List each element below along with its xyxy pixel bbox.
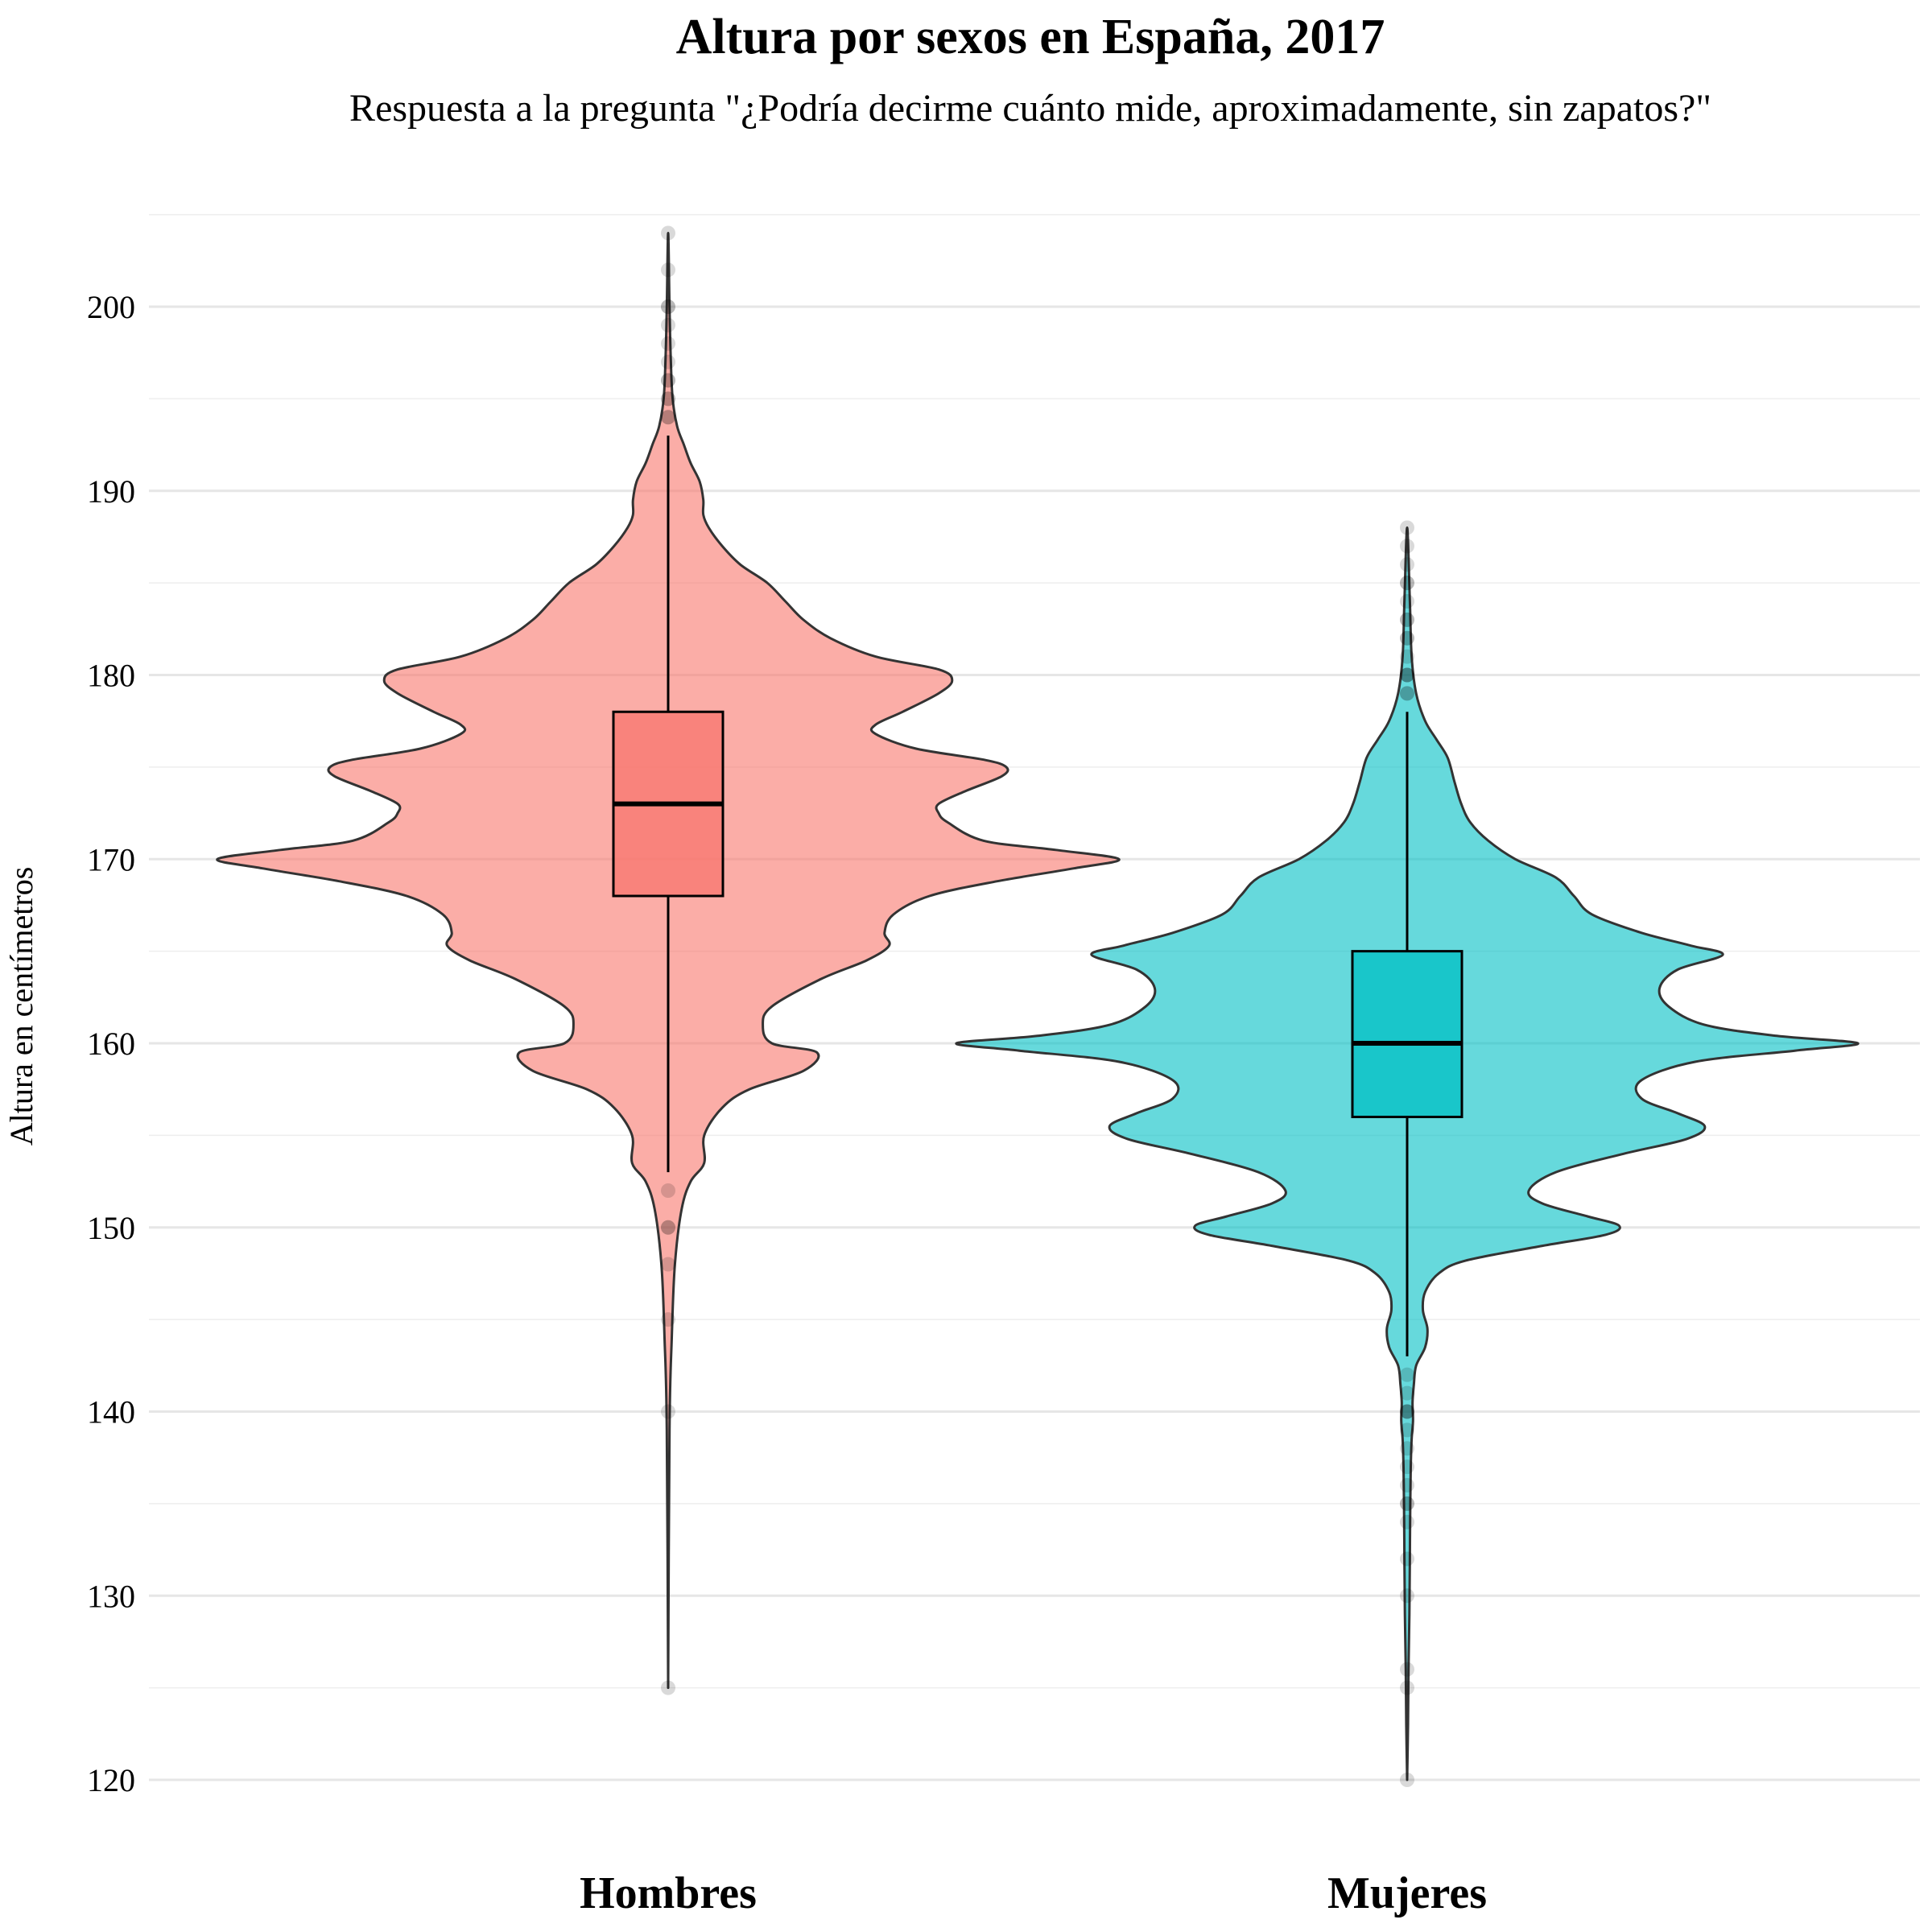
outlier-point-hombres (661, 262, 675, 278)
outlier-point-hombres (661, 1257, 675, 1272)
outlier-point-hombres (661, 299, 675, 314)
outlier-point-mujeres (1400, 649, 1414, 664)
outlier-point-hombres (661, 317, 675, 332)
series-mujeres (955, 520, 1860, 1787)
outlier-point-mujeres (1400, 1441, 1414, 1456)
outlier-point-mujeres (1400, 1551, 1414, 1567)
outlier-point-hombres (661, 336, 675, 351)
y-axis: 120 130 140 150 160 170 180 190 200 (87, 289, 135, 1798)
outlier-point-mujeres (1400, 520, 1414, 535)
outlier-point-mujeres (1400, 1404, 1414, 1419)
outlier-point-mujeres (1400, 1514, 1414, 1530)
outlier-point-hombres (661, 410, 675, 425)
box-mujeres (1351, 950, 1463, 1118)
outlier-point-hombres (661, 1220, 675, 1235)
outlier-point-mujeres (1400, 1385, 1414, 1401)
outlier-point-hombres (661, 354, 675, 369)
outlier-point-mujeres (1400, 594, 1414, 609)
outlier-point-mujeres (1400, 667, 1414, 683)
outlier-point-mujeres (1400, 1588, 1414, 1604)
chart-title: Altura por sexos en España, 2017 (676, 10, 1385, 64)
outlier-point-hombres (661, 1680, 675, 1695)
outlier-point-hombres (661, 225, 675, 241)
outlier-point-mujeres (1400, 576, 1414, 591)
y-tick-label-200: 200 (87, 289, 135, 325)
outlier-point-mujeres (1400, 1680, 1414, 1695)
outlier-point-mujeres (1400, 686, 1414, 701)
outlier-point-mujeres (1400, 1496, 1414, 1511)
outlier-point-mujeres (1400, 557, 1414, 572)
y-tick-label-170: 170 (87, 841, 135, 877)
outlier-point-mujeres (1400, 1496, 1414, 1511)
outlier-point-mujeres (1400, 576, 1414, 591)
outlier-point-mujeres (1400, 1773, 1414, 1787)
outlier-point-mujeres (1400, 612, 1414, 627)
outlier-point-hombres (661, 1404, 675, 1419)
outlier-point-hombres (661, 1220, 675, 1235)
outlier-point-mujeres (1400, 1367, 1414, 1382)
outlier-point-mujeres (1400, 667, 1414, 683)
outlier-point-hombres (661, 391, 675, 407)
x-tick-label-mujeres: Mujeres (1327, 1868, 1487, 1918)
outlier-point-hombres (661, 1312, 675, 1327)
outlier-point-hombres (661, 373, 675, 388)
outlier-point-hombres (661, 1183, 675, 1198)
y-tick-label-130: 130 (87, 1578, 135, 1614)
chart-subtitle: Respuesta a la pregunta "¿Podría decirme… (349, 87, 1711, 130)
series-hombres (216, 225, 1121, 1695)
outlier-point-hombres (661, 299, 675, 314)
y-tick-label-190: 190 (87, 473, 135, 510)
x-axis: Hombres Mujeres (580, 1868, 1487, 1918)
outlier-point-hombres (661, 391, 675, 407)
y-tick-label-140: 140 (87, 1394, 135, 1430)
y-tick-label-160: 160 (87, 1026, 135, 1062)
outlier-point-mujeres (1400, 1662, 1414, 1677)
outlier-point-mujeres (1400, 630, 1414, 646)
outlier-point-hombres (661, 410, 675, 425)
outlier-point-mujeres (1400, 1459, 1414, 1475)
outlier-point-mujeres (1400, 612, 1414, 627)
outlier-point-hombres (661, 373, 675, 388)
plot-area (216, 225, 1860, 1787)
y-tick-label-150: 150 (87, 1210, 135, 1246)
outlier-point-mujeres (1400, 630, 1414, 646)
outlier-point-mujeres (1400, 1422, 1414, 1438)
y-tick-label-120: 120 (87, 1762, 135, 1798)
outlier-point-mujeres (1400, 1478, 1414, 1492)
outlier-point-mujeres (1400, 667, 1414, 683)
x-tick-label-hombres: Hombres (580, 1868, 757, 1918)
outlier-point-mujeres (1400, 539, 1414, 554)
outlier-point-mujeres (1400, 1404, 1414, 1419)
outlier-point-mujeres (1400, 686, 1414, 701)
y-axis-label: Altura en centímetros (3, 867, 39, 1146)
outlier-point-mujeres (1400, 1404, 1414, 1419)
y-tick-label-180: 180 (87, 658, 135, 694)
